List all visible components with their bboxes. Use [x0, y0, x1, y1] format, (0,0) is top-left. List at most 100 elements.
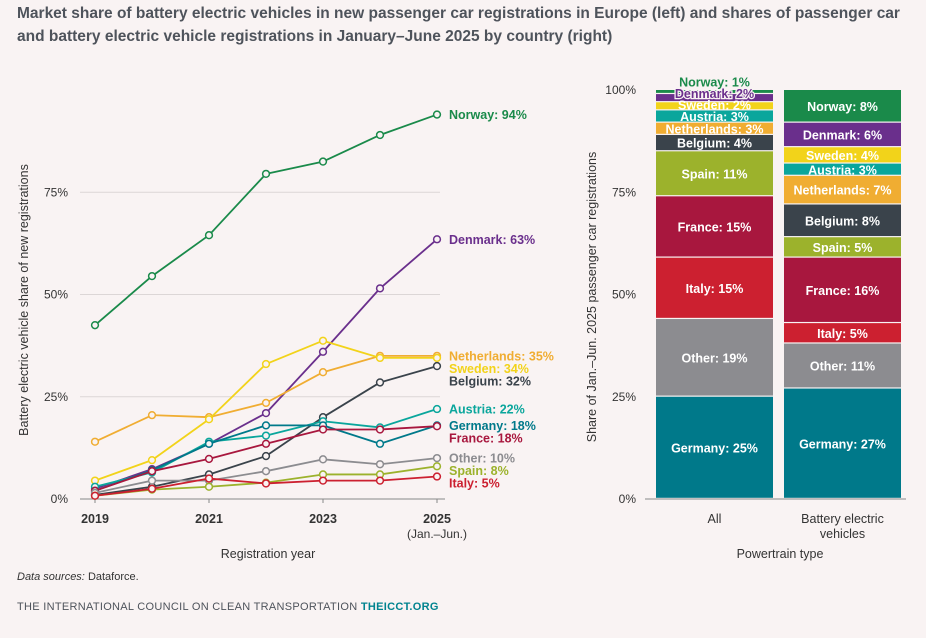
line-point-norway-2025	[432, 110, 442, 119]
line-y-axis-title: Battery electric vehicle share of new re…	[17, 164, 31, 436]
line-point-italy-2022	[261, 479, 271, 488]
line-point-sweden-2021	[204, 415, 214, 424]
line-point-france-2024	[375, 425, 385, 434]
line-point-netherlands-2019	[90, 437, 100, 446]
line-end-label-spain: Spain: 8%	[449, 464, 509, 478]
bar-segment-all-netherlands	[656, 122, 773, 134]
org-site-link[interactable]: THEICCT.ORG	[360, 601, 439, 613]
line-point-other-2023	[318, 455, 328, 464]
line-point-austria-2025	[432, 404, 442, 414]
line-point-other-2022	[261, 467, 271, 476]
bar-segment-all-germany	[656, 396, 773, 498]
line-end-label-other: Other: 10%	[449, 452, 515, 466]
line-point-norway-2022	[261, 169, 271, 178]
line-point-belgium-2024	[375, 378, 385, 387]
line-point-netherlands-2022	[261, 398, 271, 408]
bar-segment-battery-electric-vehicles-other	[784, 343, 901, 388]
bar-label-all-norway: Norway: 1%	[679, 76, 750, 90]
line-point-denmark-2025	[432, 235, 442, 244]
line-point-belgium-2025	[432, 361, 442, 371]
line-end-label-italy: Italy: 5%	[449, 477, 500, 491]
line-x-tick-2025: 2025	[423, 512, 451, 526]
bar-x-axis-title: Powertrain type	[737, 547, 824, 561]
line-point-norway-2021	[204, 231, 214, 240]
bar-label-battery-electric-vehicles-netherlands: Netherlands: 7%	[794, 184, 892, 198]
bar-label-battery-electric-vehicles-italy: Italy: 5%	[817, 327, 868, 341]
bar-segment-all-denmark	[656, 94, 773, 102]
line-end-label-norway: Norway: 94%	[449, 108, 527, 122]
bar-segment-all-france	[656, 196, 773, 257]
line-end-label-sweden: Sweden: 34%	[449, 362, 529, 376]
bar-label-battery-electric-vehicles-sweden: Sweden: 4%	[806, 149, 879, 163]
bar-segment-battery-electric-vehicles-germany	[784, 388, 901, 498]
line-point-netherlands-2020	[147, 411, 157, 420]
bar-label-all-denmark: Denmark: 2%	[675, 87, 754, 101]
line-x-tick-2023: 2023	[309, 512, 337, 526]
line-x-tick-note: (Jan.–Jun.)	[407, 527, 467, 541]
line-point-france-2025	[432, 422, 442, 431]
line-point-france-2020	[147, 467, 157, 476]
line-point-italy-2024	[375, 476, 385, 485]
chart-canvas: 0% 25% 50% 75% 2019 2021 2023 2025(Jan.–Jun.) Re…	[17, 74, 906, 561]
line-end-label-belgium: Belgium: 32%	[449, 374, 531, 388]
bar-label-all-sweden: Sweden: 2%	[678, 99, 751, 113]
line-end-label-netherlands: Netherlands: 35%	[449, 349, 554, 363]
bar-segment-all-austria	[656, 110, 773, 122]
bar-category-label-battery-electric-vehicles-0: Battery electric	[801, 512, 884, 526]
bar-label-battery-electric-vehicles-germany: Germany: 27%	[799, 437, 886, 451]
bar-label-all-austria: Austria: 3%	[680, 110, 749, 124]
bar-segment-battery-electric-vehicles-austria	[784, 163, 901, 175]
bar-segment-all-spain	[656, 151, 773, 196]
bar-label-all-italy: Italy: 15%	[686, 282, 744, 296]
line-point-spain-2025	[432, 462, 442, 471]
line-point-france-2023	[318, 425, 328, 434]
data-source-note: Data sources: Dataforce.	[17, 571, 139, 583]
line-point-italy-2021	[204, 474, 214, 483]
line-point-austria-2022	[261, 431, 271, 440]
line-point-norway-2019	[90, 321, 100, 330]
bar-y-tick-100: 100%	[605, 83, 636, 97]
bar-label-battery-electric-vehicles-belgium: Belgium: 8%	[805, 214, 880, 228]
bar-segment-battery-electric-vehicles-spain	[784, 237, 901, 257]
bar-segment-all-norway	[656, 90, 773, 93]
line-y-tick-50: 50%	[44, 288, 68, 302]
line-end-label-denmark: Denmark: 63%	[449, 233, 535, 247]
line-point-germany-2021	[204, 439, 214, 448]
bar-label-all-spain: Spain: 11%	[682, 167, 748, 181]
line-point-belgium-2022	[261, 451, 271, 461]
line-series-norway	[94, 113, 438, 326]
line-x-tick-2019: 2019	[81, 512, 109, 526]
bar-category-label-all-0: All	[708, 512, 722, 526]
line-series-belgium	[94, 365, 438, 496]
bar-segment-all-belgium	[656, 134, 773, 151]
bar-segment-all-other	[656, 319, 773, 396]
bar-segment-battery-electric-vehicles-italy	[784, 323, 901, 343]
line-point-france-2021	[204, 454, 214, 464]
line-point-sweden-2023	[318, 336, 328, 345]
bar-segment-battery-electric-vehicles-denmark	[784, 122, 901, 147]
bar-label-all-germany: Germany: 25%	[671, 441, 758, 455]
line-end-label-germany: Germany: 18%	[449, 419, 536, 433]
bar-y-tick-0: 0%	[619, 492, 637, 506]
line-point-sweden-2022	[261, 359, 271, 369]
line-y-tick-75: 75%	[44, 185, 68, 199]
bar-segment-battery-electric-vehicles-belgium	[784, 204, 901, 237]
line-point-denmark-2022	[261, 408, 271, 418]
data-source-label: Data sources:	[17, 571, 85, 583]
bar-label-battery-electric-vehicles-austria: Austria: 3%	[808, 163, 877, 177]
line-point-sweden-2020	[147, 455, 157, 465]
bar-label-all-belgium: Belgium: 4%	[677, 137, 752, 151]
line-point-italy-2025	[432, 472, 442, 481]
line-point-italy-2019	[90, 491, 100, 500]
bar-category-label-battery-electric-vehicles-1: vehicles	[820, 527, 865, 541]
bar-segment-battery-electric-vehicles-norway	[784, 90, 901, 122]
bar-label-all-other: Other: 19%	[682, 351, 748, 365]
bar-label-all-france: France: 15%	[678, 221, 752, 235]
line-point-germany-2024	[375, 439, 385, 448]
data-source-value: Dataforce.	[87, 571, 139, 583]
bar-y-tick-25: 25%	[612, 390, 636, 404]
line-point-norway-2020	[147, 271, 157, 281]
bar-segment-all-sweden	[656, 102, 773, 110]
bar-label-battery-electric-vehicles-norway: Norway: 8%	[807, 100, 878, 114]
line-point-other-2024	[375, 460, 385, 469]
